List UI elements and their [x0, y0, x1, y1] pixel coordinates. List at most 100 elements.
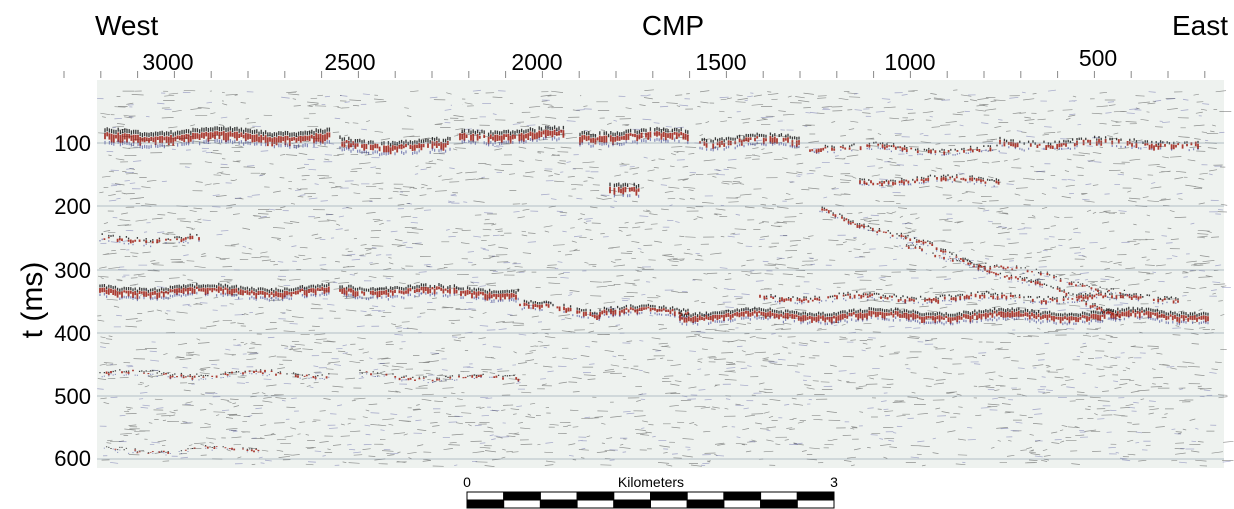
- noise-texture-blue: [97, 89, 1231, 466]
- scale-bar-segments: [466, 491, 835, 509]
- reflector-red: [339, 286, 517, 301]
- reflector-black: [905, 244, 1126, 291]
- cmp-tick-labels: 3000 2500 2000 1500 1000 500: [142, 45, 1117, 75]
- time-tick-200: 200: [54, 194, 91, 219]
- reflector-red: [859, 176, 1000, 187]
- reflector-black: [824, 141, 998, 153]
- scale-segment-bottom: [503, 499, 541, 509]
- reflector-black: [105, 445, 257, 454]
- mute-gap: [330, 80, 340, 106]
- reflector-red: [599, 306, 689, 317]
- reflector-black: [609, 182, 640, 189]
- reflector-black: [99, 282, 330, 294]
- scale-segment-top: [576, 491, 615, 501]
- reflector-red: [459, 129, 565, 145]
- scale-segment-bottom: [576, 499, 615, 509]
- y-axis-title: t (ms): [16, 262, 49, 339]
- time-tick-500: 500: [54, 384, 91, 409]
- reflector-red: [821, 208, 1121, 318]
- reflector-red: [104, 131, 331, 147]
- seismic-reflections: [97, 80, 1234, 467]
- mute-gap: [690, 80, 700, 106]
- scale-segment-top: [503, 491, 541, 501]
- reflector-black: [579, 126, 689, 138]
- reflector-blue: [613, 194, 640, 198]
- reflector-black: [701, 132, 800, 143]
- reflector-red: [105, 369, 328, 380]
- reflector-black: [523, 299, 598, 315]
- reflector-blue: [819, 210, 1120, 320]
- reflector-black: [99, 369, 330, 378]
- reflector-red: [519, 302, 601, 320]
- reflector-blue: [99, 291, 330, 302]
- reflector-blue: [359, 373, 519, 384]
- scale-segment-bottom: [686, 499, 725, 509]
- scale-end-label: 3: [830, 474, 838, 490]
- cmp-tick-500: 500: [1079, 45, 1117, 71]
- reflector-red: [679, 310, 1209, 324]
- seismic-section: [97, 80, 1234, 468]
- scale-segment-top: [686, 491, 725, 501]
- scale-segment-bottom: [796, 499, 835, 509]
- scale-segment-top: [760, 491, 798, 501]
- reflector-blue: [813, 147, 1000, 156]
- reflector-blue: [899, 245, 1130, 296]
- reflector-black: [599, 303, 689, 313]
- reflector-black: [104, 126, 331, 138]
- reflector-blue: [99, 238, 200, 248]
- scale-segment-top: [539, 491, 578, 501]
- reflector-black: [821, 206, 1118, 315]
- cmp-tick-2000: 2000: [511, 49, 562, 75]
- time-tick-400: 400: [54, 321, 91, 346]
- reflector-black: [359, 369, 515, 379]
- cmp-label: CMP: [642, 10, 704, 41]
- scale-segment-top: [466, 491, 505, 501]
- reflector-red: [905, 245, 1121, 294]
- cmp-tick-3000: 3000: [142, 49, 193, 75]
- reflector-blue: [101, 372, 330, 381]
- scale-segment-bottom: [539, 499, 578, 509]
- cmp-axis-ticks: [63, 71, 1206, 78]
- reflector-blue: [679, 315, 1209, 326]
- reflector-blue: [521, 307, 600, 321]
- scale-title: Kilometers: [618, 474, 684, 490]
- scale-segment-bottom: [650, 499, 688, 509]
- reflector-black: [765, 290, 1179, 300]
- reflector-red: [114, 446, 260, 454]
- west-label: West: [95, 10, 158, 41]
- reflector-red: [609, 186, 640, 196]
- scale-segment-bottom: [466, 499, 505, 509]
- mute-gap: [212, 80, 222, 106]
- scale-segment-bottom: [723, 499, 762, 509]
- mute-gap: [570, 80, 580, 106]
- scale-segment-bottom: [760, 499, 798, 509]
- reflector-blue: [763, 296, 1177, 306]
- reflector-red: [579, 131, 689, 145]
- time-tick-labels: 100 200 300 400 500 600: [54, 131, 91, 471]
- reflector-blue: [859, 179, 995, 187]
- reflector-red: [341, 140, 449, 155]
- scale-segment-top: [650, 491, 688, 501]
- time-gridlines: [97, 142, 1224, 460]
- reflector-red: [759, 293, 1179, 305]
- mute-gap: [452, 80, 462, 106]
- scale-segment-top: [796, 491, 835, 501]
- reflector-black: [461, 125, 565, 137]
- cmp-tick-2500: 2500: [324, 49, 375, 75]
- reflector-blue: [1001, 143, 1199, 152]
- time-tick-300: 300: [54, 258, 91, 283]
- reflector-red: [103, 235, 200, 244]
- scale-segment-top: [723, 491, 762, 501]
- reflector-black: [679, 306, 1209, 318]
- scale-segment-top: [613, 491, 651, 501]
- time-tick-100: 100: [54, 131, 91, 156]
- scale-bar: 0 Kilometers 3: [463, 474, 838, 509]
- time-tick-600: 600: [54, 446, 91, 471]
- mute-top: [97, 80, 1224, 86]
- reflector-black: [339, 283, 519, 295]
- cmp-tick-1000: 1000: [884, 49, 935, 75]
- reflector-black: [859, 174, 1000, 183]
- reflector-red: [809, 143, 992, 155]
- reflector-blue: [339, 146, 451, 157]
